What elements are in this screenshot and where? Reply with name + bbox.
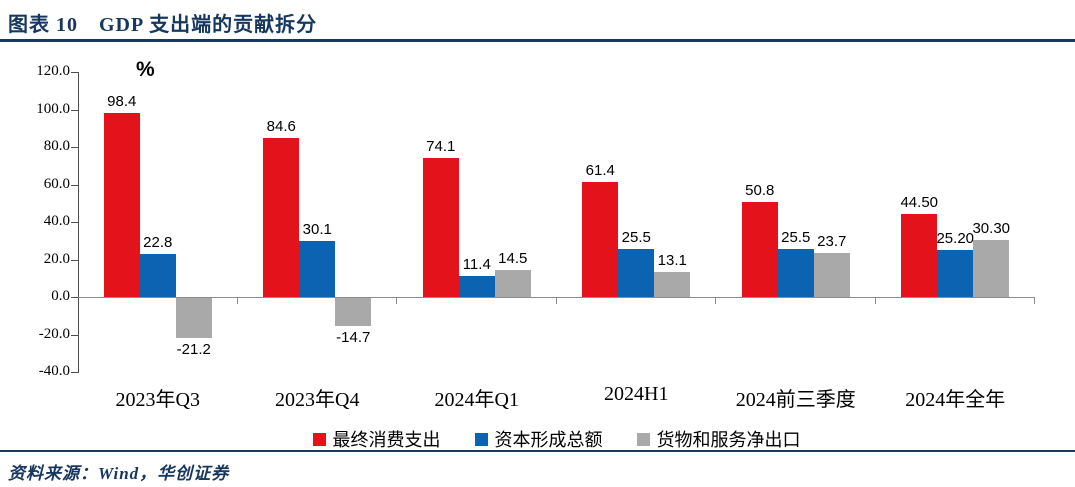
y-axis-tick-label: 80.0: [43, 138, 70, 154]
y-axis-unit-label: %: [136, 58, 155, 81]
y-axis-tick: [71, 147, 78, 148]
bar-value-label: 25.20: [936, 229, 975, 247]
y-axis-tick: [71, 297, 78, 298]
bar-货物和服务净出口: [813, 252, 850, 297]
legend-label: 最终消费支出: [332, 430, 441, 450]
x-axis-tick: [555, 298, 557, 304]
bar-资本形成总额: [299, 240, 336, 297]
bar-value-label: 22.8: [143, 234, 173, 252]
y-axis-tick-label: -20.0: [38, 325, 70, 342]
bar-资本形成总额: [777, 249, 814, 297]
y-axis-tick: [71, 372, 78, 373]
source-note: 资料来源：Wind，华创证券: [8, 464, 230, 483]
bar-最终消费支出: [103, 112, 140, 297]
chart-legend: 最终消费支出 资本形成总额 货物和服务净出口: [78, 426, 1035, 452]
bar-value-label: 14.5: [498, 249, 528, 267]
y-axis-line: [78, 72, 79, 373]
x-axis-category-label: 2024年Q1: [434, 389, 519, 411]
title-divider: [0, 39, 1075, 42]
figure-title: 图表 10 GDP 支出端的贡献拆分: [8, 14, 318, 36]
bar-货物和服务净出口: [973, 240, 1010, 297]
bar-最终消费支出: [422, 158, 459, 297]
bar-value-label: 61.4: [585, 161, 615, 179]
legend-swatch-icon: [312, 432, 326, 446]
y-axis-tick-label: 60.0: [43, 175, 70, 192]
x-axis-tick: [1034, 298, 1035, 304]
legend-label: 资本形成总额: [494, 430, 603, 450]
x-axis-category-label: 2024H1: [604, 383, 669, 405]
bar-货物和服务净出口: [494, 269, 531, 297]
bar-value-label: -14.7: [336, 328, 371, 346]
bar-value-label: 25.5: [781, 229, 811, 247]
x-axis-tick: [874, 298, 876, 304]
x-axis-category-label: 2023年Q4: [275, 389, 360, 411]
x-axis-tick: [396, 298, 397, 304]
bar-value-label: 13.1: [657, 252, 687, 270]
y-axis-tick-label: -40.0: [38, 363, 70, 379]
bar-货物和服务净出口: [175, 298, 212, 338]
x-axis-tick: [715, 298, 716, 304]
x-axis-category-label: 2024年全年: [905, 389, 1006, 411]
y-axis-tick-label: 40.0: [43, 213, 70, 229]
y-axis-tick: [71, 222, 78, 223]
x-axis-tick: [236, 298, 238, 304]
bar-资本形成总额: [937, 249, 974, 297]
bar-value-label: 11.4: [462, 255, 491, 273]
bar-value-label: 23.7: [817, 232, 847, 250]
bar-value-label: 30.1: [302, 220, 332, 238]
y-axis-tick-label: 20.0: [43, 250, 70, 267]
footer-divider: [0, 450, 1075, 452]
bar-货物和服务净出口: [654, 272, 691, 297]
bar-value-label: 50.8: [745, 181, 775, 199]
y-axis-tick: [71, 259, 78, 261]
bar-最终消费支出: [901, 213, 938, 297]
y-axis-tick: [71, 334, 78, 336]
legend-swatch-icon: [636, 432, 650, 446]
y-axis-tick: [71, 72, 78, 73]
y-axis-tick: [71, 184, 78, 186]
bar-value-label: 98.4: [107, 92, 137, 110]
y-axis-tick: [71, 109, 78, 111]
x-axis-category-label: 2023年Q3: [115, 389, 200, 411]
bar-value-label: 30.30: [972, 220, 1011, 238]
legend-item: 最终消费支出: [312, 426, 441, 452]
bar-value-label: 84.6: [266, 118, 296, 136]
legend-item: 资本形成总额: [474, 426, 603, 452]
bar-最终消费支出: [741, 201, 778, 297]
bar-最终消费支出: [582, 181, 619, 297]
x-axis-category-label: 2024前三季度: [735, 389, 856, 411]
bar-最终消费支出: [263, 138, 300, 297]
y-axis-tick-label: 100.0: [36, 100, 70, 117]
y-axis-tick-label: 120.0: [36, 63, 70, 79]
y-axis-tick-label: 0.0: [51, 288, 70, 304]
legend-label: 货物和服务净出口: [656, 430, 801, 450]
x-axis-line: [78, 297, 1035, 298]
bar-value-label: 74.1: [426, 138, 456, 156]
legend-swatch-icon: [474, 432, 488, 446]
bar-value-label: -21.2: [176, 340, 211, 358]
bar-资本形成总额: [618, 249, 655, 297]
bar-value-label: 25.5: [621, 229, 651, 247]
legend-item: 货物和服务净出口: [636, 426, 801, 452]
bar-资本形成总额: [458, 275, 495, 297]
bar-value-label: 44.50: [900, 193, 939, 211]
bar-货物和服务净出口: [335, 298, 372, 326]
bar-资本形成总额: [139, 254, 176, 297]
